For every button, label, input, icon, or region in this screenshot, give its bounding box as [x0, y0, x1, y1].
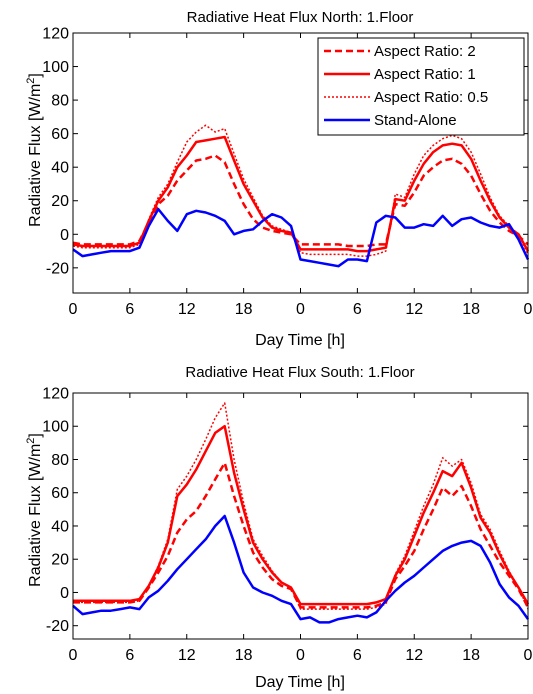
series-line — [73, 424, 530, 606]
y-tick-label: 60 — [51, 485, 69, 502]
y-tick-label: 0 — [60, 227, 69, 244]
x-tick-label: 6 — [125, 647, 134, 664]
x-axis-label: Day Time [h] — [255, 332, 345, 349]
x-tick-label: 12 — [405, 647, 423, 664]
x-tick-label: 0 — [296, 647, 305, 664]
chart-south: Radiative Heat Flux South: 1.Floor 0 6 12 1… — [25, 364, 533, 691]
y-tick-label: 20 — [51, 193, 69, 210]
legend-entry: Aspect Ratio: 0.5 — [374, 89, 488, 106]
y-tick-label: 60 — [51, 126, 69, 143]
x-tick-label: 6 — [353, 301, 362, 318]
legend: Aspect Ratio: 2 Aspect Ratio: 1 Aspect R… — [317, 37, 525, 136]
legend-entry: Aspect Ratio: 1 — [374, 66, 476, 83]
legend-entry: Aspect Ratio: 2 — [374, 43, 476, 60]
chart-north: Radiative Heat Flux North: 1.Floor 0 6 12 1… — [25, 9, 533, 349]
x-tick-label: 18 — [462, 647, 480, 664]
series-line — [73, 402, 529, 610]
chart-title: Radiative Heat Flux North: 1.Floor — [187, 9, 414, 26]
y-tick-label: 120 — [42, 26, 69, 43]
y-axis-label: Radiative Flux [W/m2] — [25, 433, 44, 587]
series-line — [72, 514, 530, 624]
x-tick-label: 0 — [69, 647, 78, 664]
x-tick-label: 0 — [524, 647, 533, 664]
y-axis-label-main: Radiative Flux [W/m — [27, 84, 44, 227]
y-tick-label: 120 — [42, 386, 69, 403]
y-tick-label: 80 — [51, 93, 69, 110]
series-line — [72, 154, 529, 248]
y-axis-label-sup: 2 — [25, 78, 37, 84]
x-tick-label: 0 — [69, 301, 78, 318]
x-axis-label: Day Time [h] — [255, 674, 345, 691]
y-axis-label: Radiative Flux [W/m2] — [25, 73, 44, 227]
y-tick-label: 40 — [51, 518, 69, 535]
y-tick-label: -20 — [46, 260, 69, 277]
y-axis-label-end: ] — [27, 433, 44, 437]
x-tick-label: 12 — [405, 301, 423, 318]
y-tick-label: 20 — [51, 552, 69, 569]
plot-area: 0 6 12 18 0 6 12 18 0 -20 0 20 40 60 80 100 120 — [42, 26, 532, 319]
x-tick-label: 0 — [524, 301, 533, 318]
y-axis-label-sup: 2 — [25, 438, 37, 444]
y-tick-label: 80 — [51, 452, 69, 469]
x-tick-label: 0 — [296, 301, 305, 318]
x-tick-label: 18 — [235, 647, 253, 664]
y-tick-label: 0 — [60, 585, 69, 602]
y-axis-label-main: Radiative Flux [W/m — [27, 444, 44, 587]
series-line — [72, 207, 530, 268]
x-tick-label: 6 — [353, 647, 362, 664]
series-line — [72, 135, 530, 253]
y-tick-label: 100 — [42, 419, 69, 436]
y-axis-label-end: ] — [27, 73, 44, 77]
x-tick-label: 12 — [178, 301, 196, 318]
series-line — [73, 461, 530, 609]
x-tick-label: 18 — [235, 301, 253, 318]
x-tick-label: 6 — [125, 301, 134, 318]
legend-entry: Stand-Alone — [374, 112, 457, 129]
y-tick-label: -20 — [46, 618, 69, 635]
y-tick-label: 40 — [51, 160, 69, 177]
x-tick-label: 18 — [462, 301, 480, 318]
x-tick-label: 12 — [178, 647, 196, 664]
y-tick-label: 100 — [42, 59, 69, 76]
chart-title: Radiative Heat Flux South: 1.Floor — [185, 364, 414, 381]
